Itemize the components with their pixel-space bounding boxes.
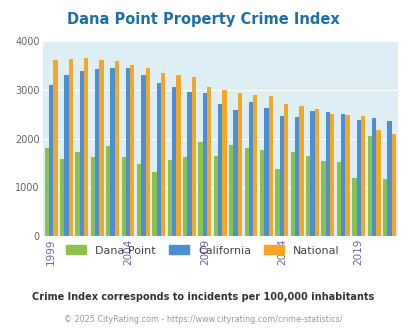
Bar	[375, 130, 379, 236]
Bar	[237, 93, 241, 236]
Bar	[244, 148, 248, 236]
Bar	[222, 90, 226, 236]
Bar	[325, 112, 329, 236]
Bar	[321, 160, 325, 236]
Bar	[95, 69, 99, 236]
Bar	[75, 152, 79, 236]
Bar	[141, 75, 145, 236]
Bar	[152, 172, 156, 236]
Bar	[213, 156, 217, 236]
Bar	[259, 150, 264, 236]
Bar	[298, 107, 303, 236]
Bar	[382, 179, 386, 236]
Bar	[340, 114, 345, 236]
Bar	[106, 146, 110, 236]
Bar	[176, 75, 180, 236]
Bar	[264, 109, 268, 236]
Bar	[305, 156, 309, 236]
Bar	[99, 60, 103, 236]
Bar	[309, 111, 314, 236]
Bar	[136, 164, 141, 236]
Bar	[187, 92, 191, 236]
Bar	[329, 114, 334, 236]
Bar	[115, 61, 119, 236]
Bar	[172, 87, 176, 236]
Bar	[53, 60, 58, 236]
Bar	[49, 85, 53, 236]
Bar	[360, 116, 364, 236]
Bar	[275, 169, 279, 236]
Bar	[126, 68, 130, 236]
Bar	[371, 118, 375, 236]
Bar	[367, 136, 371, 236]
Bar	[68, 59, 73, 236]
Bar	[110, 68, 115, 236]
Bar	[390, 134, 395, 236]
Bar	[121, 157, 126, 236]
Bar	[145, 68, 149, 236]
Text: Dana Point Property Crime Index: Dana Point Property Crime Index	[66, 12, 339, 26]
Bar	[345, 115, 349, 236]
Bar	[198, 143, 202, 236]
Bar	[183, 157, 187, 236]
Bar	[207, 87, 211, 236]
Bar	[386, 121, 390, 236]
Bar	[336, 162, 340, 236]
Bar	[268, 96, 272, 236]
Bar	[60, 159, 64, 236]
Bar	[202, 93, 207, 236]
Bar	[45, 148, 49, 236]
Bar	[91, 157, 95, 236]
Bar	[156, 82, 160, 236]
Bar	[294, 117, 298, 236]
Bar	[191, 77, 196, 236]
Bar	[228, 145, 233, 236]
Bar	[253, 95, 257, 236]
Bar	[356, 120, 360, 236]
Bar	[233, 110, 237, 236]
Legend: Dana Point, California, National: Dana Point, California, National	[62, 241, 343, 260]
Bar	[314, 109, 318, 236]
Text: © 2025 CityRating.com - https://www.cityrating.com/crime-statistics/: © 2025 CityRating.com - https://www.city…	[64, 315, 341, 324]
Bar	[351, 178, 356, 236]
Bar	[167, 160, 172, 236]
Bar	[64, 75, 68, 236]
Text: Crime Index corresponds to incidents per 100,000 inhabitants: Crime Index corresponds to incidents per…	[32, 292, 373, 302]
Bar	[79, 71, 84, 236]
Bar	[160, 73, 165, 236]
Bar	[283, 104, 288, 236]
Bar	[84, 58, 88, 236]
Bar	[290, 152, 294, 236]
Bar	[279, 116, 283, 236]
Bar	[217, 104, 222, 236]
Bar	[130, 65, 134, 236]
Bar	[248, 102, 253, 236]
